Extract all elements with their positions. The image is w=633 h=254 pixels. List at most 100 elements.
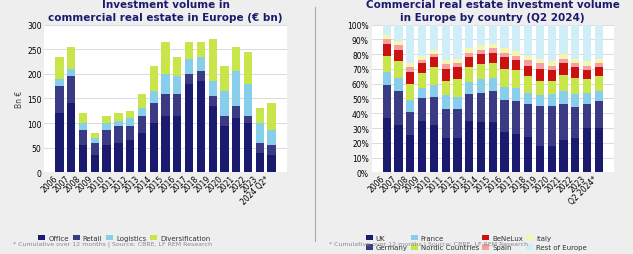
- Bar: [394, 25, 403, 42]
- Bar: [442, 70, 450, 81]
- Bar: [256, 153, 264, 173]
- Bar: [524, 67, 532, 77]
- Bar: [394, 62, 403, 78]
- Bar: [114, 126, 123, 143]
- Bar: [512, 71, 520, 89]
- Bar: [465, 53, 473, 58]
- Bar: [197, 43, 205, 57]
- Bar: [442, 25, 450, 61]
- Text: * Cumulative over 12 months | Source: CBRE, LF REM Research: * Cumulative over 12 months | Source: CB…: [329, 241, 528, 246]
- Bar: [512, 89, 520, 102]
- Bar: [442, 96, 450, 109]
- Bar: [571, 108, 579, 139]
- Bar: [453, 25, 461, 59]
- Bar: [595, 92, 603, 102]
- Bar: [442, 65, 450, 70]
- Bar: [55, 80, 63, 87]
- Bar: [185, 74, 193, 84]
- Bar: [477, 123, 485, 173]
- Bar: [560, 105, 568, 140]
- Bar: [394, 78, 403, 92]
- Bar: [394, 42, 403, 46]
- Bar: [595, 25, 603, 59]
- Bar: [465, 68, 473, 83]
- Bar: [465, 83, 473, 95]
- Bar: [465, 25, 473, 49]
- Bar: [501, 87, 509, 101]
- Bar: [197, 57, 205, 72]
- Bar: [489, 25, 497, 44]
- Bar: [418, 56, 426, 61]
- Bar: [149, 67, 158, 92]
- Bar: [583, 80, 591, 93]
- Bar: [548, 106, 556, 146]
- Bar: [55, 87, 63, 114]
- Bar: [489, 78, 497, 92]
- Bar: [453, 109, 461, 139]
- Bar: [382, 36, 391, 40]
- Bar: [489, 53, 497, 64]
- Bar: [126, 111, 134, 119]
- Bar: [382, 73, 391, 86]
- Bar: [477, 65, 485, 80]
- Bar: [430, 25, 438, 51]
- Bar: [477, 25, 485, 46]
- Bar: [114, 143, 123, 173]
- Bar: [571, 95, 579, 108]
- Bar: [477, 46, 485, 51]
- Bar: [524, 93, 532, 105]
- Bar: [465, 121, 473, 173]
- Bar: [595, 129, 603, 173]
- Y-axis label: Bn €: Bn €: [15, 90, 24, 108]
- Bar: [595, 59, 603, 64]
- Bar: [501, 70, 509, 87]
- Bar: [232, 106, 241, 119]
- Bar: [103, 146, 111, 173]
- Bar: [268, 146, 276, 155]
- Bar: [406, 84, 415, 101]
- Bar: [571, 64, 579, 68]
- Bar: [149, 92, 158, 104]
- Bar: [114, 114, 123, 121]
- Bar: [232, 72, 241, 106]
- Bar: [173, 116, 182, 173]
- Bar: [583, 71, 591, 80]
- Bar: [489, 123, 497, 173]
- Bar: [430, 55, 438, 58]
- Bar: [406, 25, 415, 64]
- Bar: [220, 92, 229, 116]
- Bar: [418, 25, 426, 56]
- Bar: [501, 49, 509, 53]
- Bar: [595, 64, 603, 68]
- Bar: [67, 70, 75, 77]
- Bar: [571, 78, 579, 95]
- Bar: [512, 61, 520, 71]
- Bar: [382, 86, 391, 118]
- Bar: [548, 25, 556, 62]
- Bar: [430, 98, 438, 125]
- Bar: [382, 25, 391, 36]
- Bar: [67, 104, 75, 173]
- Bar: [220, 116, 229, 126]
- Bar: [126, 119, 134, 126]
- Bar: [453, 139, 461, 173]
- Bar: [453, 68, 461, 80]
- Bar: [149, 124, 158, 173]
- Bar: [382, 44, 391, 56]
- Bar: [524, 56, 532, 61]
- Bar: [244, 52, 252, 84]
- Bar: [418, 121, 426, 173]
- Bar: [442, 139, 450, 173]
- Bar: [536, 81, 544, 96]
- Bar: [418, 74, 426, 89]
- Bar: [595, 68, 603, 77]
- Bar: [418, 99, 426, 121]
- Bar: [583, 105, 591, 129]
- Bar: [453, 98, 461, 109]
- Bar: [67, 47, 75, 70]
- Bar: [406, 64, 415, 68]
- Bar: [208, 97, 216, 106]
- Bar: [536, 25, 544, 59]
- Bar: [185, 43, 193, 60]
- Bar: [524, 61, 532, 67]
